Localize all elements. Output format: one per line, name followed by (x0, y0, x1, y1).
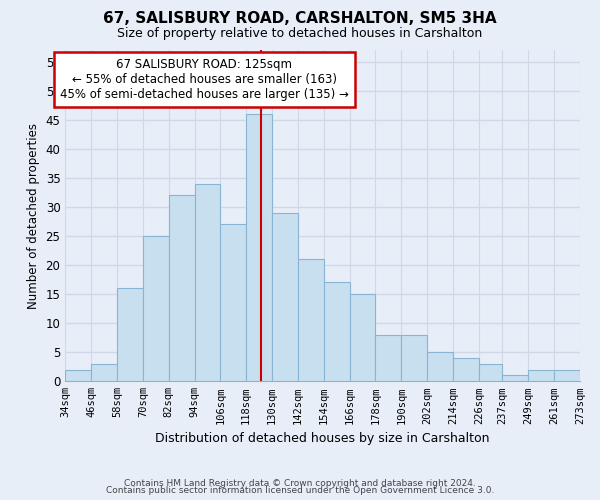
Text: Contains public sector information licensed under the Open Government Licence 3.: Contains public sector information licen… (106, 486, 494, 495)
Bar (502, 376, 529, 382)
Bar (143, 236, 169, 382)
Text: Contains HM Land Registry data © Crown copyright and database right 2024.: Contains HM Land Registry data © Crown c… (124, 478, 476, 488)
Bar (91, 364, 117, 382)
Bar (453, 358, 479, 382)
Bar (350, 294, 376, 382)
Bar (529, 370, 554, 382)
Bar (554, 370, 580, 382)
Bar (479, 364, 502, 382)
Bar (169, 196, 194, 382)
Bar (272, 212, 298, 382)
Bar (220, 224, 246, 382)
Bar (194, 184, 220, 382)
Bar (427, 352, 453, 382)
Text: Size of property relative to detached houses in Carshalton: Size of property relative to detached ho… (118, 28, 482, 40)
Text: 67, SALISBURY ROAD, CARSHALTON, SM5 3HA: 67, SALISBURY ROAD, CARSHALTON, SM5 3HA (103, 11, 497, 26)
Bar (401, 335, 427, 382)
Bar (246, 114, 272, 382)
Bar (298, 259, 324, 382)
Bar (65, 370, 91, 382)
Bar (376, 335, 401, 382)
X-axis label: Distribution of detached houses by size in Carshalton: Distribution of detached houses by size … (155, 432, 490, 445)
Y-axis label: Number of detached properties: Number of detached properties (27, 122, 40, 308)
Text: 67 SALISBURY ROAD: 125sqm
← 55% of detached houses are smaller (163)
45% of semi: 67 SALISBURY ROAD: 125sqm ← 55% of detac… (60, 58, 349, 102)
Bar (324, 282, 350, 382)
Bar (117, 288, 143, 382)
